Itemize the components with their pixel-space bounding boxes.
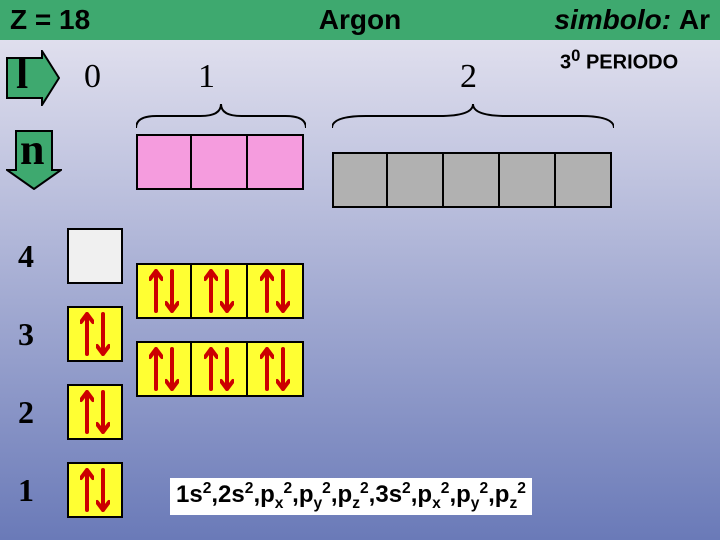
n-number: 1 bbox=[18, 472, 34, 509]
electron-down-icon bbox=[276, 269, 290, 313]
l-number: 1 bbox=[198, 58, 215, 96]
l-axis-letter: l bbox=[16, 48, 28, 99]
n-number: 4 bbox=[18, 238, 34, 275]
electron-pair bbox=[260, 269, 290, 313]
orbital-row bbox=[67, 306, 123, 362]
n-axis-letter: n bbox=[20, 124, 44, 175]
orbital-row bbox=[67, 384, 123, 440]
brace bbox=[136, 104, 306, 128]
orbital-cell bbox=[500, 152, 556, 208]
electron-up-icon bbox=[80, 468, 94, 512]
orbital-cell bbox=[67, 384, 123, 440]
electron-down-icon bbox=[276, 347, 290, 391]
electron-pair bbox=[204, 269, 234, 313]
orbital-row bbox=[136, 341, 304, 397]
electron-down-icon bbox=[165, 269, 179, 313]
orbital-cell bbox=[556, 152, 612, 208]
n-number: 2 bbox=[18, 394, 34, 431]
l-number: 0 bbox=[84, 58, 101, 96]
orbital-cell bbox=[67, 462, 123, 518]
electron-up-icon bbox=[204, 347, 218, 391]
l-number: 2 bbox=[460, 58, 477, 96]
orbital-cell bbox=[136, 134, 192, 190]
electron-down-icon bbox=[96, 312, 110, 356]
element-name: Argon bbox=[0, 0, 720, 40]
orbital-cell bbox=[136, 341, 192, 397]
stage: Z = 18 simbolo: Ar Argon 30 PERIODO l n … bbox=[0, 0, 720, 540]
electron-down-icon bbox=[220, 347, 234, 391]
l-axis-arrow bbox=[6, 50, 60, 106]
electron-config: 1s2,2s2,px2,py2,pz2,3s2,px2,py2,pz2 bbox=[170, 478, 532, 515]
orbital-cell bbox=[388, 152, 444, 208]
electron-up-icon bbox=[149, 347, 163, 391]
orbital-row bbox=[67, 462, 123, 518]
orbital-cell bbox=[192, 263, 248, 319]
orbital-cell bbox=[67, 306, 123, 362]
electron-pair bbox=[204, 347, 234, 391]
electron-pair bbox=[149, 269, 179, 313]
orbital-row bbox=[67, 228, 123, 284]
orbital-row bbox=[136, 263, 304, 319]
orbital-row bbox=[332, 152, 612, 208]
orbital-cell bbox=[248, 263, 304, 319]
orbital-cell bbox=[248, 134, 304, 190]
electron-up-icon bbox=[80, 390, 94, 434]
electron-down-icon bbox=[220, 269, 234, 313]
electron-config-text: 1s2,2s2,px2,py2,pz2,3s2,px2,py2,pz2 bbox=[170, 478, 532, 515]
orbital-cell bbox=[248, 341, 304, 397]
electron-pair bbox=[260, 347, 290, 391]
electron-pair bbox=[80, 390, 110, 434]
electron-pair bbox=[149, 347, 179, 391]
electron-up-icon bbox=[260, 269, 274, 313]
orbital-row bbox=[136, 134, 304, 190]
electron-down-icon bbox=[96, 390, 110, 434]
orbital-cell bbox=[332, 152, 388, 208]
orbital-cell bbox=[192, 341, 248, 397]
orbital-cell bbox=[444, 152, 500, 208]
electron-down-icon bbox=[165, 347, 179, 391]
orbital-cell bbox=[67, 228, 123, 284]
periodo-label: 30 PERIODO bbox=[560, 46, 678, 75]
electron-up-icon bbox=[204, 269, 218, 313]
electron-up-icon bbox=[260, 347, 274, 391]
electron-pair bbox=[80, 312, 110, 356]
brace bbox=[332, 104, 614, 128]
electron-down-icon bbox=[96, 468, 110, 512]
orbital-cell bbox=[136, 263, 192, 319]
electron-up-icon bbox=[80, 312, 94, 356]
orbital-cell bbox=[192, 134, 248, 190]
electron-pair bbox=[80, 468, 110, 512]
electron-up-icon bbox=[149, 269, 163, 313]
n-number: 3 bbox=[18, 316, 34, 353]
